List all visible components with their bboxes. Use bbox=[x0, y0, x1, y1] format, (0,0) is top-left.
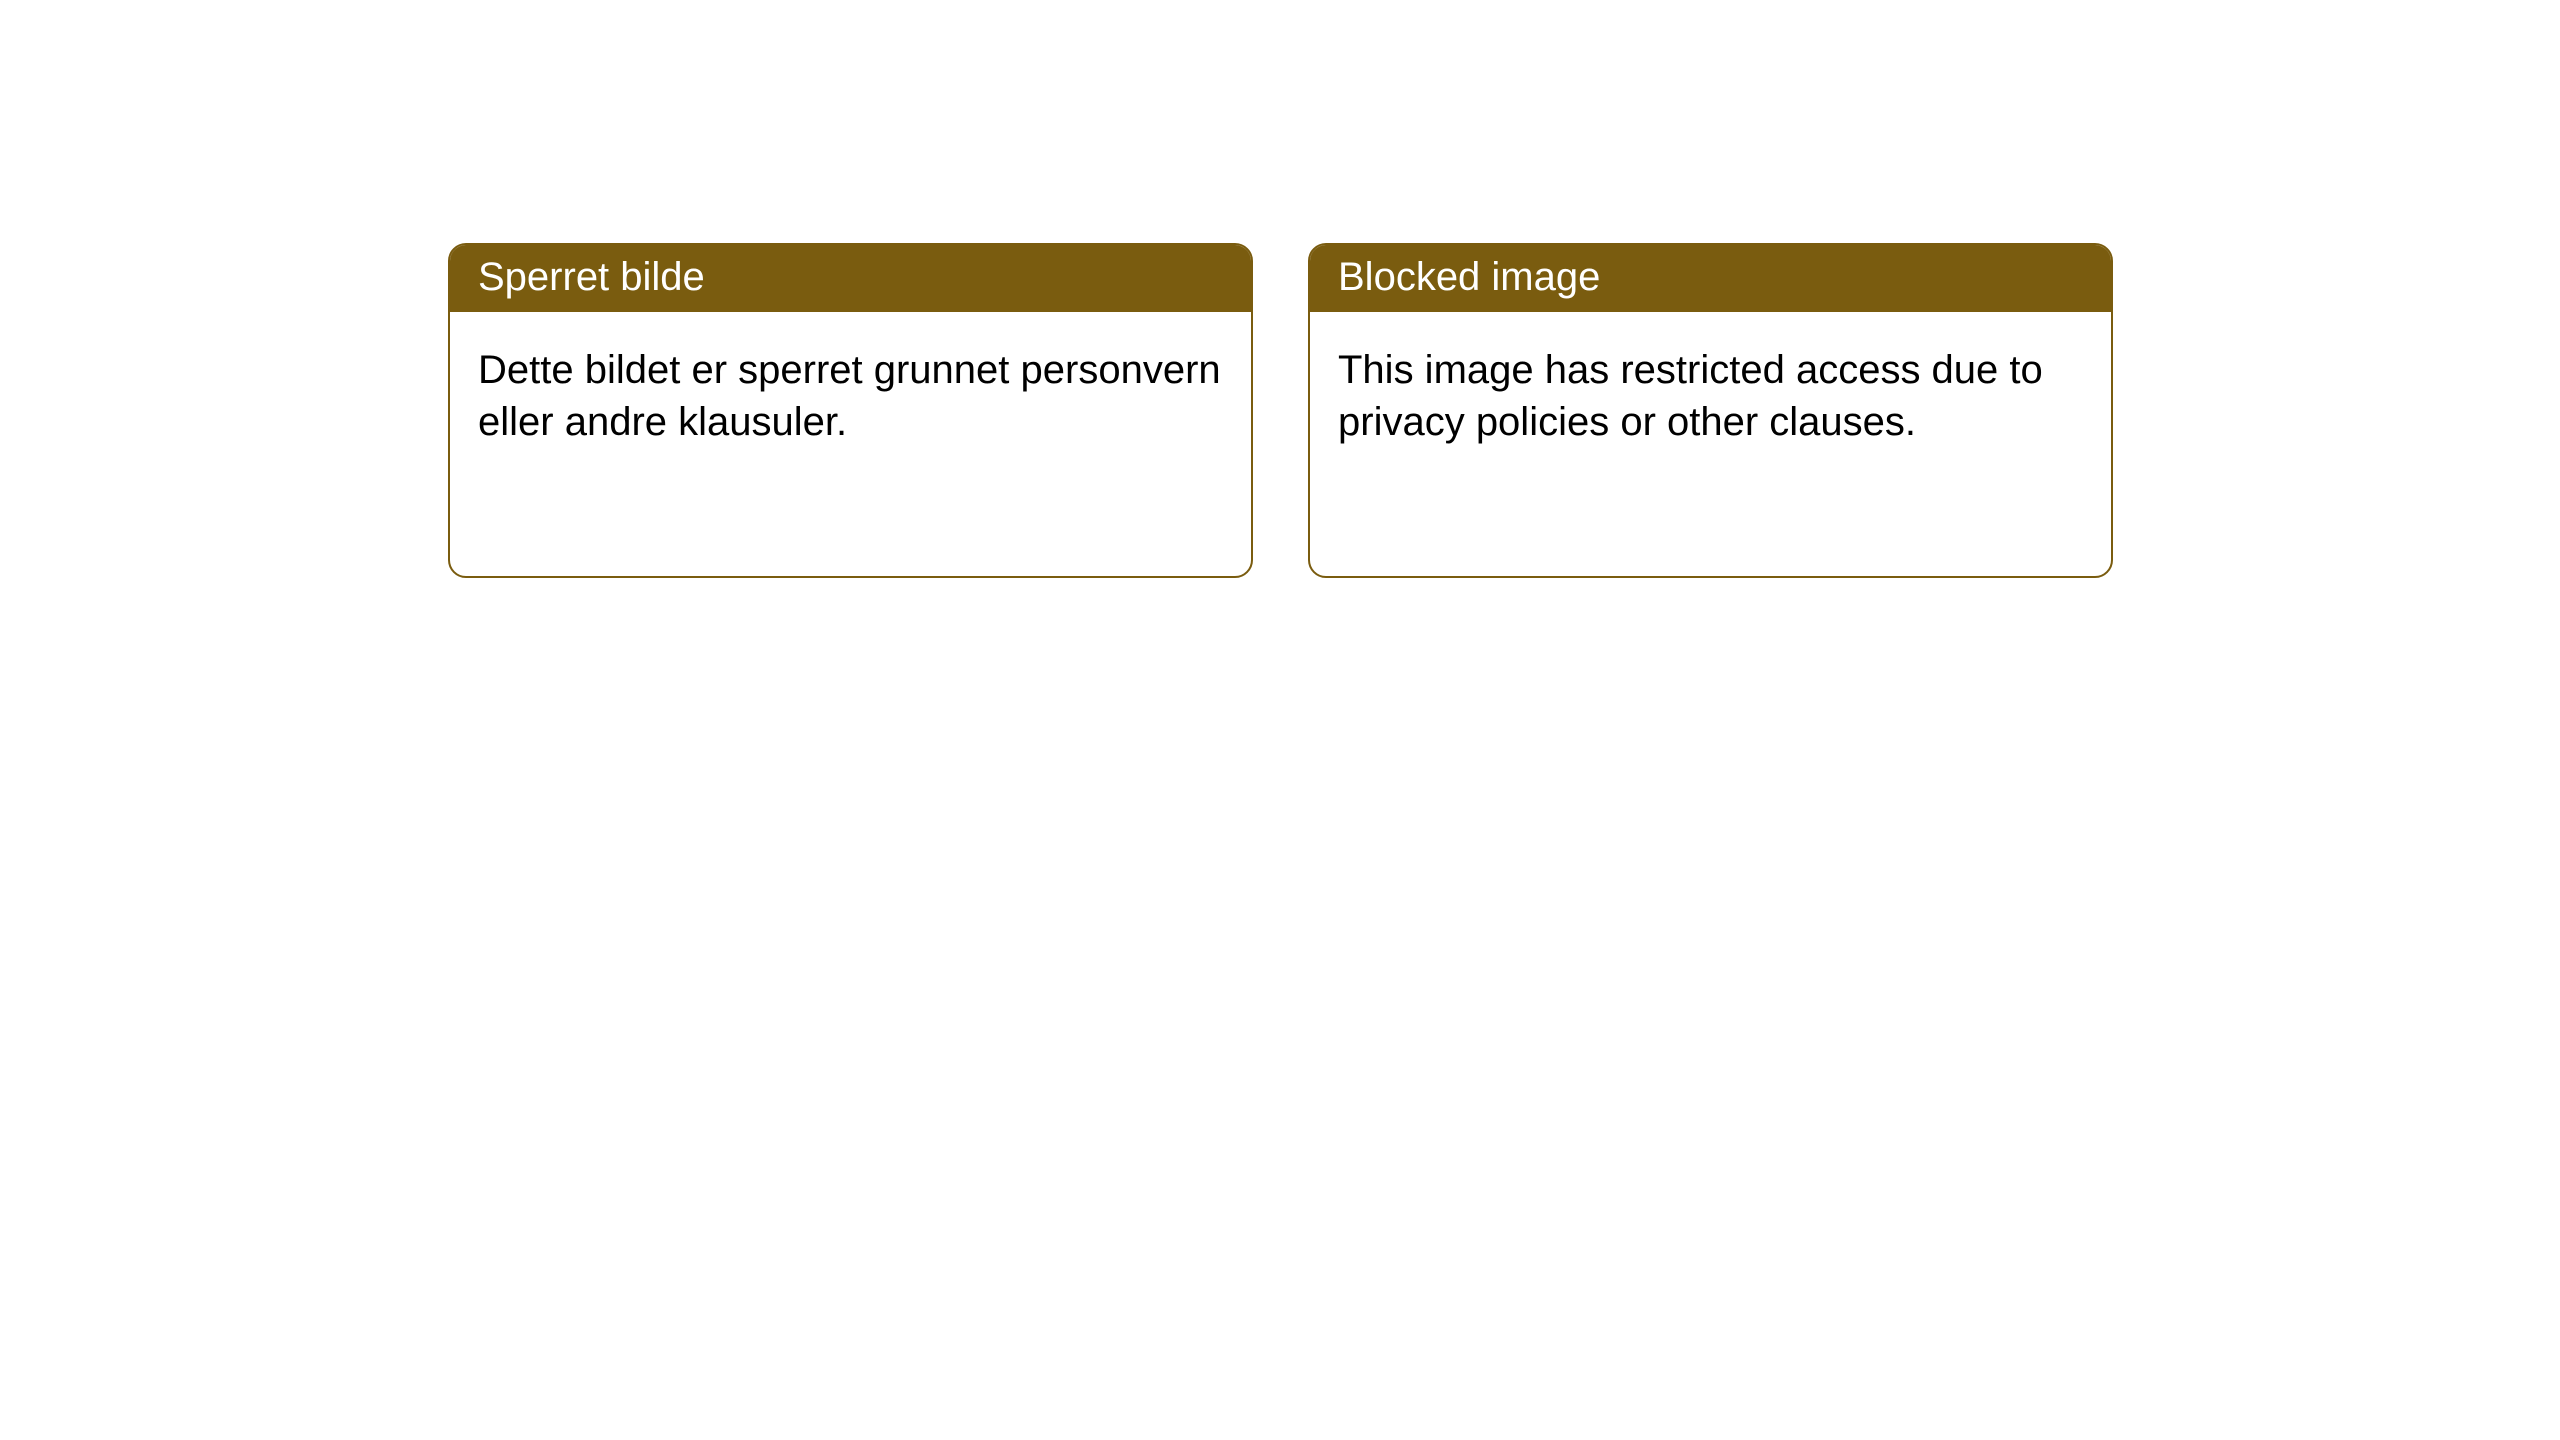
notice-title-english: Blocked image bbox=[1338, 255, 1600, 299]
notice-header-norwegian: Sperret bilde bbox=[450, 245, 1251, 312]
notice-title-norwegian: Sperret bilde bbox=[478, 255, 705, 299]
notice-body-norwegian: Dette bildet er sperret grunnet personve… bbox=[450, 312, 1251, 480]
notice-box-norwegian: Sperret bilde Dette bildet er sperret gr… bbox=[448, 243, 1253, 578]
notice-box-english: Blocked image This image has restricted … bbox=[1308, 243, 2113, 578]
notice-body-english: This image has restricted access due to … bbox=[1310, 312, 2111, 480]
notice-container: Sperret bilde Dette bildet er sperret gr… bbox=[448, 243, 2113, 578]
notice-text-english: This image has restricted access due to … bbox=[1338, 348, 2043, 444]
notice-header-english: Blocked image bbox=[1310, 245, 2111, 312]
notice-text-norwegian: Dette bildet er sperret grunnet personve… bbox=[478, 348, 1221, 444]
